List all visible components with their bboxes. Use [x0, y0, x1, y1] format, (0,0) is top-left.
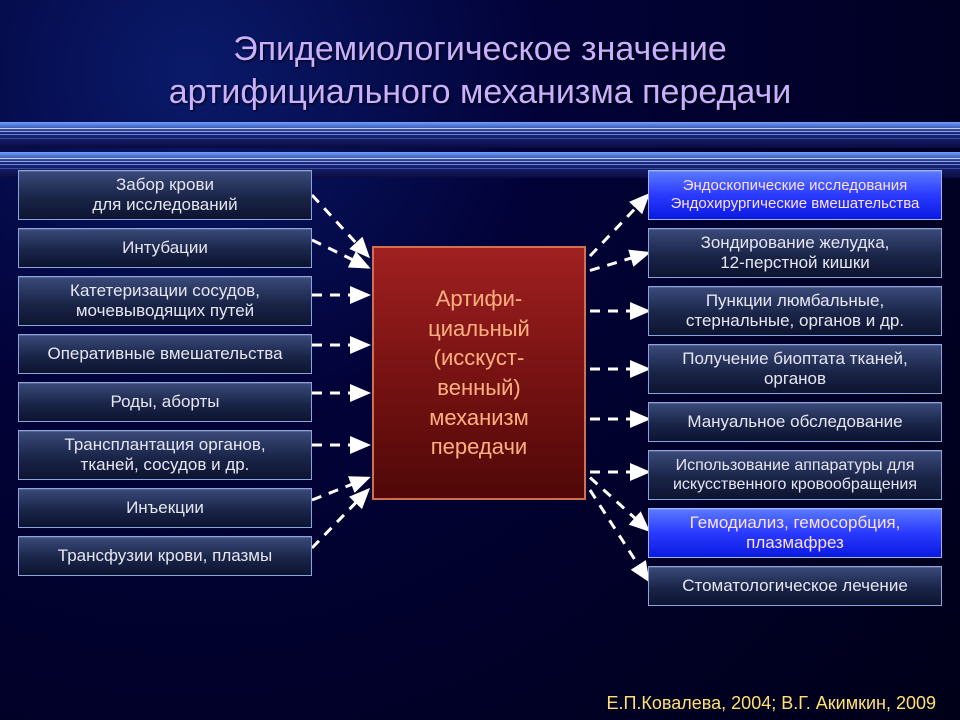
- right-box-label-7: Стоматологическое лечение: [682, 576, 908, 596]
- left-box-6: Инъекции: [18, 488, 312, 528]
- left-box-2: Катетеризации сосудов,мочевыводящих путе…: [18, 276, 312, 326]
- right-box-label-0: Эндоскопические исследованияЭндохирургич…: [671, 177, 920, 213]
- left-box-label-2: Катетеризации сосудов,мочевыводящих путе…: [70, 281, 260, 322]
- right-box-label-6: Гемодиализ, гемосорбция,плазмафрез: [690, 513, 901, 554]
- right-box-label-4: Мануальное обследование: [687, 412, 902, 432]
- right-box-5: Использование аппаратуры дляискусственно…: [648, 450, 942, 500]
- left-box-label-7: Трансфузии крови, плазмы: [58, 546, 272, 566]
- right-box-6: Гемодиализ, гемосорбция,плазмафрез: [648, 508, 942, 558]
- left-box-label-5: Трансплантация органов,тканей, сосудов и…: [64, 435, 265, 476]
- left-box-label-3: Оперативные вмешательства: [47, 344, 282, 364]
- left-box-5: Трансплантация органов,тканей, сосудов и…: [18, 430, 312, 480]
- left-box-label-6: Инъекции: [126, 498, 204, 518]
- right-box-2: Пункции люмбальные,стернальные, органов …: [648, 286, 942, 336]
- left-box-label-0: Забор кровидля исследований: [92, 175, 237, 216]
- left-column: Забор кровидля исследований Интубации Кате…: [18, 170, 312, 576]
- left-box-3: Оперативные вмешательства: [18, 334, 312, 374]
- right-box-7: Стоматологическое лечение: [648, 566, 942, 606]
- right-box-1: Зондирование желудка,12-перстной кишки: [648, 228, 942, 278]
- footer-citation: Е.П.Ковалева, 2004; В.Г. Акимкин, 2009: [606, 693, 936, 714]
- right-box-label-5: Использование аппаратуры дляискусственно…: [673, 456, 917, 494]
- left-box-0: Забор кровидля исследований: [18, 170, 312, 220]
- page-title: Эпидемиологическое значение артифициальн…: [0, 28, 960, 113]
- left-box-label-1: Интубации: [122, 238, 208, 258]
- left-box-4: Роды, аборты: [18, 382, 312, 422]
- right-box-0: Эндоскопические исследованияЭндохирургич…: [648, 170, 942, 220]
- left-box-label-4: Роды, аборты: [111, 392, 220, 412]
- right-box-label-3: Получение биоптата тканей,органов: [682, 349, 908, 390]
- decorative-band-1: [0, 122, 960, 148]
- right-box-3: Получение биоптата тканей,органов: [648, 344, 942, 394]
- right-box-4: Мануальное обследование: [648, 402, 942, 442]
- center-box-text: Артифи-циальный(исскуст-венный)механизмп…: [428, 284, 530, 462]
- left-box-7: Трансфузии крови, плазмы: [18, 536, 312, 576]
- title-line-2: артифициального механизма передачи: [169, 73, 791, 111]
- right-box-label-1: Зондирование желудка,12-перстной кишки: [701, 233, 890, 274]
- right-box-label-2: Пункции люмбальные,стернальные, органов …: [686, 291, 904, 332]
- title-line-1: Эпидемиологическое значение: [233, 30, 727, 68]
- right-column: Эндоскопические исследованияЭндохирургич…: [648, 170, 942, 606]
- footer-text: Е.П.Ковалева, 2004; В.Г. Акимкин, 2009: [606, 693, 936, 713]
- left-box-1: Интубации: [18, 228, 312, 268]
- center-box: Артифи-циальный(исскуст-венный)механизмп…: [372, 246, 586, 500]
